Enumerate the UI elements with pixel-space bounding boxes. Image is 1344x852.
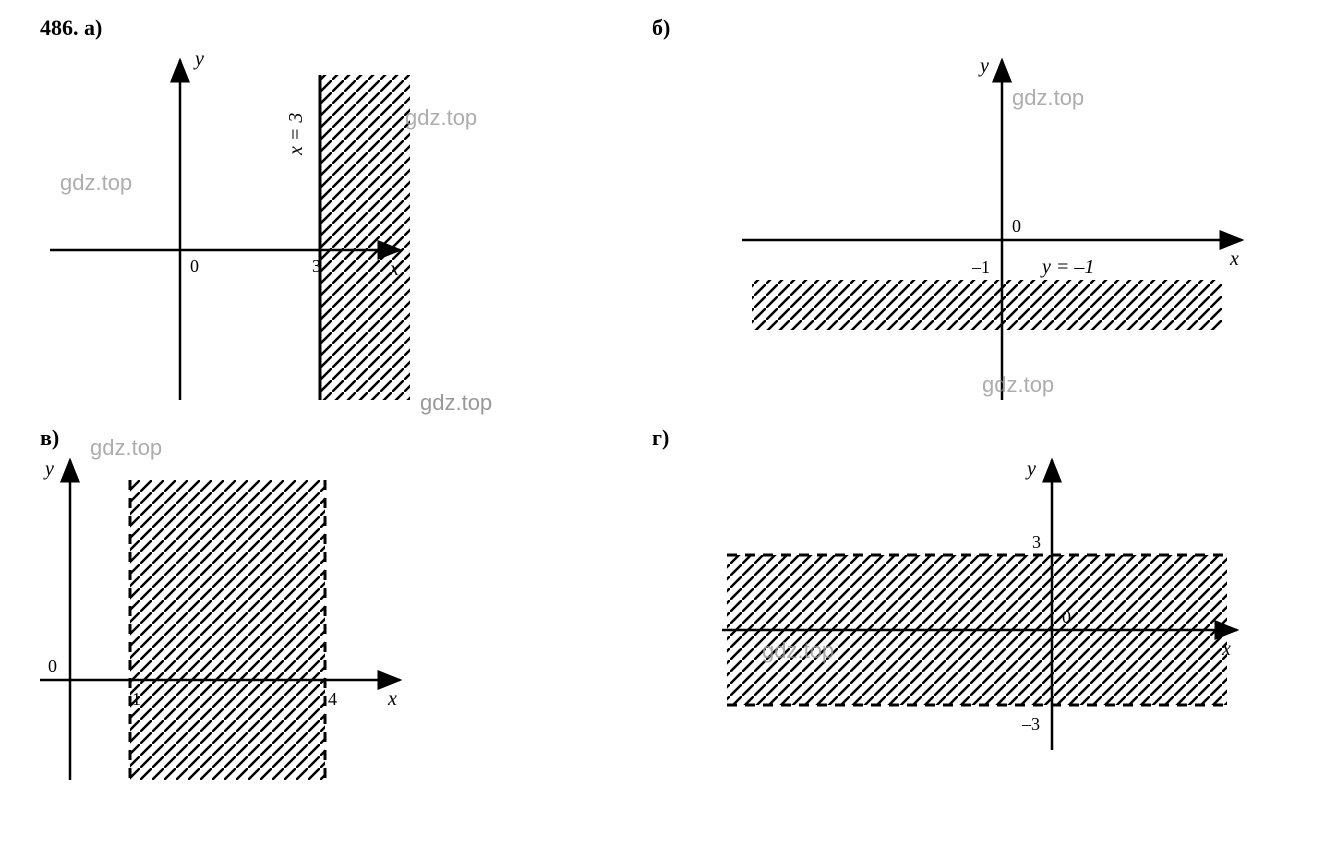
origin-label-b: 0 — [1012, 216, 1021, 236]
y-axis-label-a: y — [193, 48, 204, 70]
x-tick-c-4: 4 — [328, 689, 337, 709]
x-axis-label-d: x — [1221, 638, 1231, 660]
figure-grid: 486. а) y x 0 3 x = 3 — [20, 20, 1324, 780]
x-axis-label-c: x — [387, 688, 397, 710]
panel-b: б) y x 0 –1 y = –1 gdz.top gdz.t — [682, 20, 1324, 400]
x-axis-label-b: x — [1229, 248, 1239, 270]
problem-number: 486. — [40, 15, 79, 40]
panel-d: г) y x 0 3 –3 gdz — [682, 420, 1324, 780]
panel-d-label: г) — [652, 425, 669, 451]
hatched-region-b — [752, 280, 1222, 330]
panel-c: в) y x 0 1 4 gdz. — [20, 420, 662, 780]
hatched-region-c — [130, 480, 325, 780]
panel-a: 486. а) y x 0 3 x = 3 — [20, 20, 662, 400]
origin-label-a: 0 — [190, 256, 199, 276]
line-label-a: x = 3 — [285, 113, 307, 156]
watermark: gdz.top — [1012, 85, 1084, 110]
panel-a-label: а) — [84, 15, 102, 40]
panel-b-label: б) — [652, 15, 670, 41]
watermark: gdz.top — [420, 390, 492, 416]
x-axis-label-a: x — [389, 258, 399, 280]
x-tick-c-1: 1 — [132, 689, 141, 709]
chart-b: y x 0 –1 y = –1 gdz.top gdz.top — [682, 20, 1282, 400]
y-axis-label-c: y — [43, 458, 54, 480]
y-tick-b: –1 — [971, 257, 990, 277]
origin-label-d: 0 — [1062, 607, 1071, 627]
origin-label-c: 0 — [48, 656, 57, 676]
y-axis-label-d: y — [1025, 458, 1036, 480]
line-label-b: y = –1 — [1040, 256, 1094, 278]
hatched-region-a — [320, 75, 410, 400]
y-axis-label-b: y — [978, 55, 989, 77]
watermark: gdz.top — [982, 372, 1054, 397]
chart-a: y x 0 3 x = 3 gdz.top gdz.top — [20, 20, 540, 400]
watermark: gdz.top — [762, 638, 834, 663]
x-tick-a: 3 — [312, 256, 321, 276]
chart-d: y x 0 3 –3 gdz.top — [682, 420, 1282, 780]
chart-c: y x 0 1 4 gdz.top — [20, 420, 540, 780]
watermark: gdz.top — [60, 170, 132, 195]
watermark: gdz.top — [90, 435, 162, 460]
y-tick-d-neg3: –3 — [1021, 714, 1040, 734]
panel-c-label: в) — [40, 425, 59, 451]
watermark: gdz.top — [405, 105, 477, 130]
y-tick-d-3: 3 — [1032, 532, 1041, 552]
